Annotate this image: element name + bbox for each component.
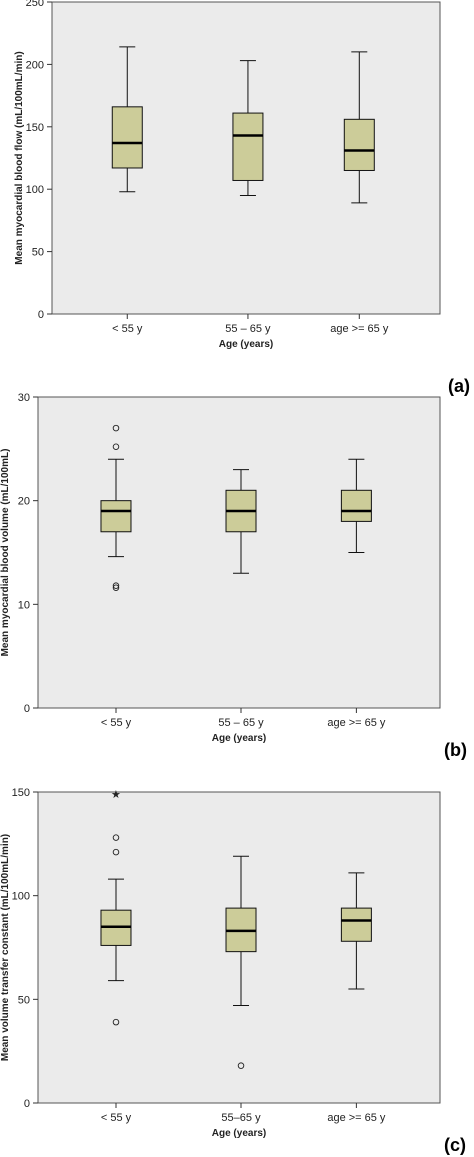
- y-tick-label: 100: [26, 184, 44, 196]
- panel-label: (a): [448, 376, 470, 396]
- y-tick-label: 10: [18, 599, 30, 611]
- box-group: [100, 424, 132, 591]
- outlier-point: [112, 443, 120, 451]
- x-axis-title: Age (years): [219, 339, 273, 350]
- box-iqr: [100, 500, 132, 533]
- y-tick-label: 150: [12, 787, 30, 799]
- panel-3: 0 50 100 150 < 55 y 55–65 y age >= 65 y Age (ye…: [0, 787, 466, 1155]
- x-tick-label: < 55 y: [101, 717, 132, 729]
- box-iqr: [111, 106, 143, 169]
- y-tick-label: 50: [18, 994, 30, 1006]
- outlier-point: [112, 582, 120, 589]
- x-tick-label: age >= 65 y: [327, 1112, 386, 1124]
- y-tick-label: 0: [24, 703, 30, 715]
- box-group: [225, 855, 257, 1069]
- box-iqr: [340, 489, 372, 522]
- box-group: [225, 469, 257, 574]
- outlier-point: [112, 424, 120, 432]
- panel-1: 0 50 100 150 200 250 < 55 y 55 – 65 y age >= 65 …: [14, 0, 470, 396]
- x-axis-title: Age (years): [212, 1128, 266, 1139]
- y-tick-label: 0: [24, 1098, 30, 1110]
- y-axis-title: Mean myocardial blood flow (mL/100mL/min…: [14, 51, 25, 264]
- y-axis-title: Mean volume transfer constant (mL/100mL/…: [0, 834, 11, 1061]
- x-tick-label: age >= 65 y: [327, 717, 386, 729]
- y-axis-title: Mean myocardial blood volume (mL/100mL): [0, 449, 11, 657]
- y-tick-label: 50: [32, 247, 44, 259]
- plot-area: [37, 396, 441, 709]
- extreme-point: ★: [111, 788, 121, 801]
- y-tick-label: 200: [26, 59, 44, 71]
- box-group: ★: [100, 788, 132, 1026]
- box-group: [340, 458, 372, 553]
- outlier-point: [112, 848, 120, 856]
- outlier-point: [112, 584, 120, 591]
- box-group: [340, 872, 372, 990]
- box-group: [111, 46, 143, 193]
- panel-label: (b): [444, 740, 467, 760]
- x-tick-label: < 55 y: [112, 323, 143, 335]
- box-group: [343, 51, 375, 204]
- x-tick-label: < 55 y: [101, 1112, 132, 1124]
- box-iqr: [343, 118, 375, 171]
- y-tick-label: 30: [18, 392, 30, 404]
- x-tick-label: 55 – 65 y: [225, 323, 271, 335]
- outlier-point: [237, 1062, 245, 1069]
- outlier-point: [112, 1018, 120, 1026]
- box-group: [232, 60, 264, 196]
- outlier-point: [112, 834, 120, 841]
- x-tick-label: 55–65 y: [221, 1112, 261, 1124]
- box-iqr: [340, 907, 372, 942]
- x-tick-label: 55 – 65 y: [218, 717, 264, 729]
- panel-label: (c): [444, 1135, 466, 1155]
- x-axis-title: Age (years): [212, 733, 266, 744]
- y-tick-label: 0: [38, 309, 44, 321]
- y-tick-label: 250: [26, 0, 44, 9]
- y-tick-label: 150: [26, 122, 44, 134]
- box-iqr: [232, 112, 264, 181]
- y-tick-label: 20: [18, 496, 30, 508]
- panel-2: 0 10 20 30 < 55 y 55 – 65 y age >= 65 y Age (ye…: [0, 392, 467, 760]
- y-tick-label: 100: [12, 891, 30, 903]
- x-tick-label: age >= 65 y: [330, 323, 389, 335]
